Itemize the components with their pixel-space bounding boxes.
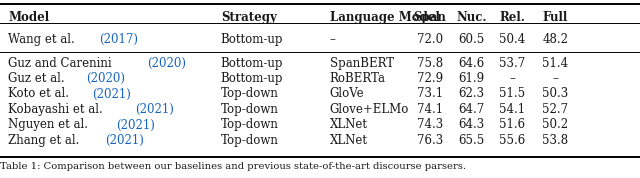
Text: 64.3: 64.3 xyxy=(458,118,485,132)
Text: 72.0: 72.0 xyxy=(417,33,443,46)
Text: (2021): (2021) xyxy=(136,103,174,116)
Text: (2021): (2021) xyxy=(92,87,131,101)
Text: 74.3: 74.3 xyxy=(417,118,444,132)
Text: 76.3: 76.3 xyxy=(417,134,444,147)
Text: Top-down: Top-down xyxy=(221,87,278,101)
Text: Wang et al.: Wang et al. xyxy=(8,33,79,46)
Text: Full: Full xyxy=(543,11,568,24)
Text: 51.5: 51.5 xyxy=(499,87,525,101)
Text: Top-down: Top-down xyxy=(221,134,278,147)
Text: Zhang et al.: Zhang et al. xyxy=(8,134,83,147)
Text: Bottom-up: Bottom-up xyxy=(221,72,284,85)
Text: Glove+ELMo: Glove+ELMo xyxy=(330,103,409,116)
Text: Language Model: Language Model xyxy=(330,11,440,24)
Text: Rel.: Rel. xyxy=(499,11,525,24)
Text: 64.6: 64.6 xyxy=(458,57,485,70)
Text: 61.9: 61.9 xyxy=(459,72,484,85)
Text: (2021): (2021) xyxy=(105,134,144,147)
Text: (2020): (2020) xyxy=(147,57,186,70)
Text: 54.1: 54.1 xyxy=(499,103,525,116)
Text: 62.3: 62.3 xyxy=(459,87,484,101)
Text: Top-down: Top-down xyxy=(221,103,278,116)
Text: Guz et al.: Guz et al. xyxy=(8,72,68,85)
Text: 73.1: 73.1 xyxy=(417,87,443,101)
Text: RoBERTa: RoBERTa xyxy=(330,72,385,85)
Text: Model: Model xyxy=(8,11,49,24)
Text: Guz and Carenini: Guz and Carenini xyxy=(8,57,116,70)
Text: SpanBERT: SpanBERT xyxy=(330,57,394,70)
Text: 55.6: 55.6 xyxy=(499,134,525,147)
Text: XLNet: XLNet xyxy=(330,134,367,147)
Text: GloVe: GloVe xyxy=(330,87,364,101)
Text: Span: Span xyxy=(413,11,447,24)
Text: (2021): (2021) xyxy=(116,118,156,132)
Text: 75.8: 75.8 xyxy=(417,57,443,70)
Text: 50.3: 50.3 xyxy=(542,87,569,101)
Text: Koto et al.: Koto et al. xyxy=(8,87,73,101)
Text: 74.1: 74.1 xyxy=(417,103,443,116)
Text: Strategy: Strategy xyxy=(221,11,276,24)
Text: 72.9: 72.9 xyxy=(417,72,443,85)
Text: 51.6: 51.6 xyxy=(499,118,525,132)
Text: Bottom-up: Bottom-up xyxy=(221,33,284,46)
Text: Kobayashi et al.: Kobayashi et al. xyxy=(8,103,107,116)
Text: –: – xyxy=(552,72,559,85)
Text: 53.8: 53.8 xyxy=(543,134,568,147)
Text: 64.7: 64.7 xyxy=(458,103,485,116)
Text: –: – xyxy=(509,72,515,85)
Text: 51.4: 51.4 xyxy=(543,57,568,70)
Text: Bottom-up: Bottom-up xyxy=(221,57,284,70)
Text: XLNet: XLNet xyxy=(330,118,367,132)
Text: Nguyen et al.: Nguyen et al. xyxy=(8,118,92,132)
Text: 48.2: 48.2 xyxy=(543,33,568,46)
Text: –: – xyxy=(330,33,335,46)
Text: Top-down: Top-down xyxy=(221,118,278,132)
Text: 53.7: 53.7 xyxy=(499,57,525,70)
Text: 50.2: 50.2 xyxy=(543,118,568,132)
Text: Table 1: Comparison between our baselines and previous state-of-the-art discours: Table 1: Comparison between our baseline… xyxy=(0,162,466,171)
Text: (2017): (2017) xyxy=(99,33,138,46)
Text: 50.4: 50.4 xyxy=(499,33,525,46)
Text: 65.5: 65.5 xyxy=(458,134,485,147)
Text: (2020): (2020) xyxy=(86,72,125,85)
Text: 52.7: 52.7 xyxy=(543,103,568,116)
Text: 60.5: 60.5 xyxy=(458,33,485,46)
Text: Nuc.: Nuc. xyxy=(456,11,487,24)
